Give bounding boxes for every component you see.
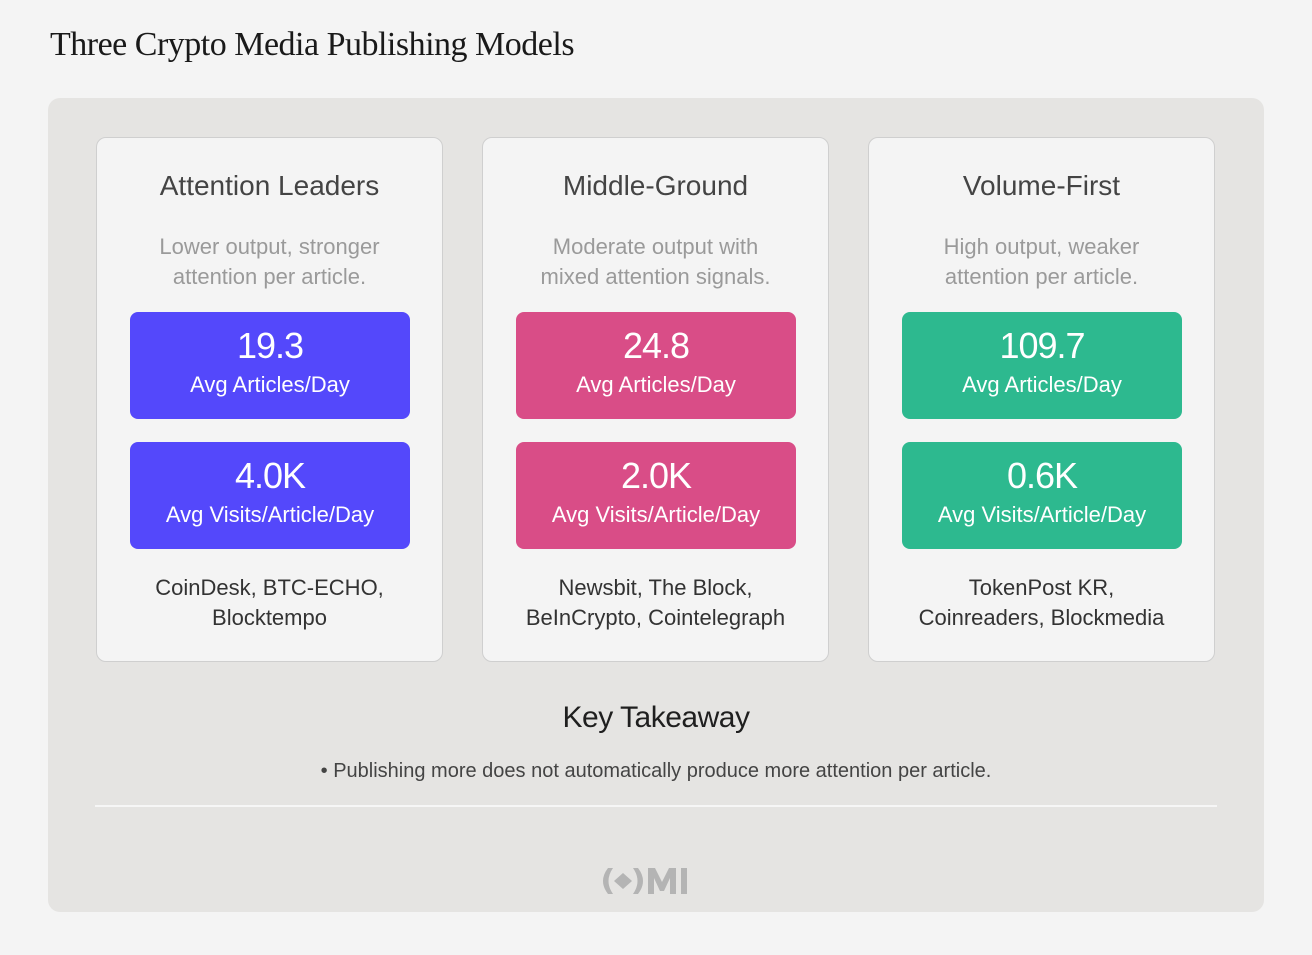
description-line: mixed attention signals. <box>540 264 771 289</box>
metric-value: 4.0K <box>234 455 306 496</box>
metric-label: Avg Visits/Article/Day <box>551 502 761 527</box>
outlet-line: CoinDesk, BTC-ECHO, <box>155 575 384 600</box>
outlet-line: TokenPost KR, <box>968 575 1115 600</box>
metric-value: 2.0K <box>620 455 692 496</box>
outlet-line: Coinreaders, Blockmedia <box>918 605 1165 630</box>
metric-value: 19.3 <box>236 325 304 366</box>
metric-value: 0.6K <box>1006 455 1078 496</box>
card-description: Moderate output with mixed attention sign… <box>483 232 828 292</box>
description-line: attention per article. <box>944 264 1139 289</box>
metric-box: 0.6K Avg Visits/Article/Day <box>902 442 1182 549</box>
metric-label: Avg Visits/Article/Day <box>165 502 375 527</box>
logo <box>603 868 687 894</box>
card-title: Attention Leaders <box>159 170 380 201</box>
divider <box>95 805 1217 807</box>
panel: Attention Leaders Lower output, stronger a… <box>48 98 1264 912</box>
card-title: Middle-Ground <box>562 170 749 201</box>
metric-box: 4.0K Avg Visits/Article/Day <box>130 442 410 549</box>
takeaway-heading: Key Takeaway <box>562 701 750 734</box>
takeaway-bullet: • Publishing more does not automatically… <box>320 760 992 782</box>
model-card: Attention Leaders Lower output, stronger a… <box>96 137 443 662</box>
card-description: Lower output, stronger attention per arti… <box>97 232 442 292</box>
metric-label: Avg Articles/Day <box>962 372 1122 397</box>
description-line: Moderate output with <box>552 234 759 259</box>
outlet-line: BeInCrypto, Cointelegraph <box>525 605 786 630</box>
description-line: attention per article. <box>172 264 367 289</box>
metric-box: 2.0K Avg Visits/Article/Day <box>516 442 796 549</box>
metric-box: 19.3 Avg Articles/Day <box>130 312 410 419</box>
description-line: Lower output, stronger <box>159 234 380 259</box>
metric-box: 24.8 Avg Articles/Day <box>516 312 796 419</box>
metric-box: 109.7 Avg Articles/Day <box>902 312 1182 419</box>
outlet-line: Newsbit, The Block, <box>558 575 753 600</box>
metric-value: 109.7 <box>999 325 1085 366</box>
card-outlets: TokenPost KR, Coinreaders, Blockmedia <box>869 573 1214 633</box>
metric-label: Avg Articles/Day <box>190 372 350 397</box>
card-title: Volume-First <box>962 170 1121 201</box>
page-title: Three Crypto Media Publishing Models <box>50 26 575 63</box>
model-card: Volume-First High output, weaker attention… <box>868 137 1215 662</box>
takeaway-text: Publishing more does not automatically p… <box>333 760 992 782</box>
metric-label: Avg Visits/Article/Day <box>937 502 1147 527</box>
description-line: High output, weaker <box>943 234 1140 259</box>
model-card: Middle-Ground Moderate output with mixed a… <box>482 137 829 662</box>
metric-value: 24.8 <box>622 325 690 366</box>
metric-label: Avg Articles/Day <box>576 372 736 397</box>
card-outlets: CoinDesk, BTC-ECHO, Blocktempo <box>97 573 442 633</box>
outlet-line: Blocktempo <box>212 605 327 630</box>
card-description: High output, weaker attention per article… <box>869 232 1214 292</box>
card-outlets: Newsbit, The Block, BeInCrypto, Cointeleg… <box>483 573 828 633</box>
